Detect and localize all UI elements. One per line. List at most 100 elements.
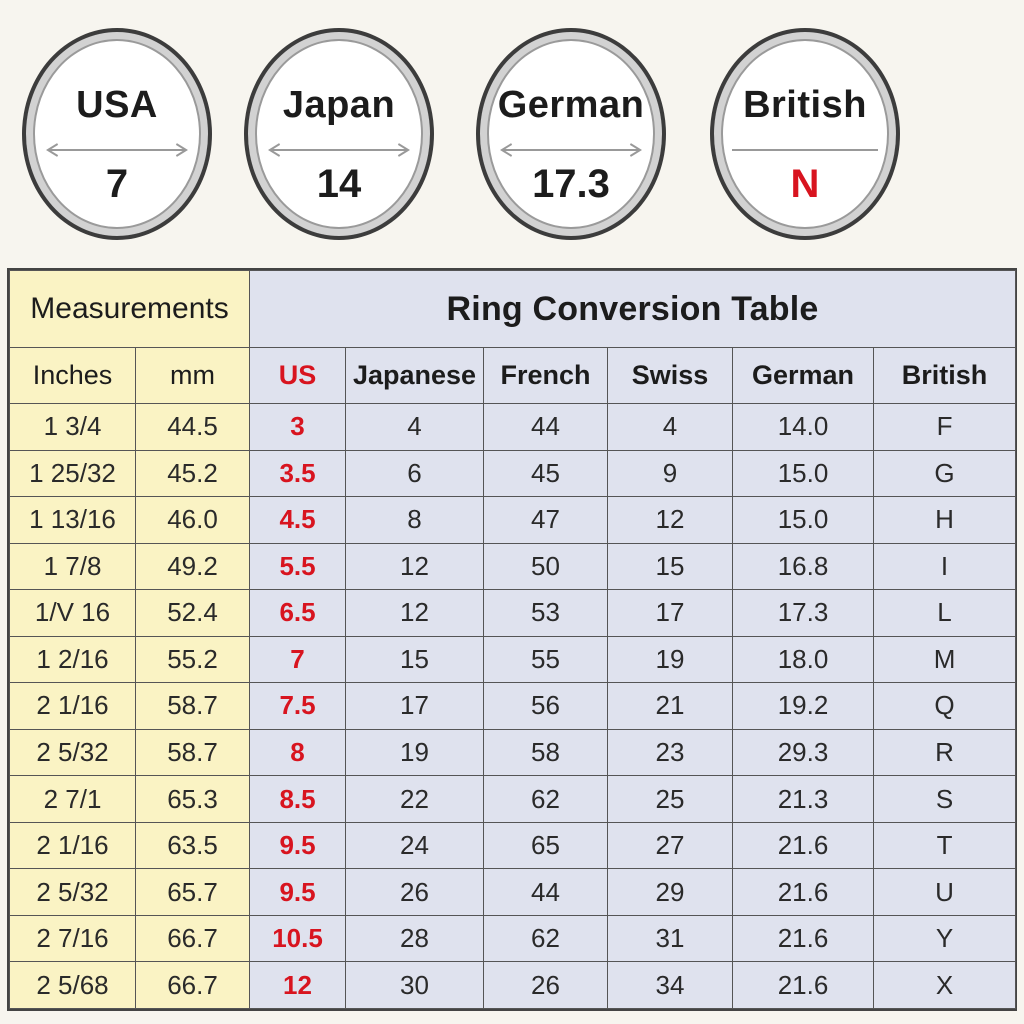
- inches-cell: 2 7/16: [9, 914, 136, 963]
- inches-cell: 2 1/16: [9, 821, 136, 870]
- japanese-size-cell: 17: [345, 682, 485, 730]
- table-row: 2 1/16 63.5 9.5 24 65 27 21.6 T: [9, 821, 1017, 870]
- us-size-cell: 3.5: [249, 449, 347, 498]
- swiss-size-cell: 12: [607, 496, 734, 544]
- usa-size-circle: USA 7: [22, 28, 212, 240]
- japanese-size-cell: 28: [345, 914, 485, 963]
- british-size-cell: G: [873, 449, 1017, 498]
- double-arrow-icon: [498, 142, 644, 158]
- col-german-header: German: [732, 347, 875, 404]
- us-size-cell: 10.5: [249, 914, 347, 963]
- british-size-cell: U: [873, 868, 1017, 916]
- swiss-size-cell: 17: [607, 589, 734, 637]
- table-row: 1 3/4 44.5 3 4 44 4 14.0 F: [9, 403, 1017, 451]
- col-swiss-header: Swiss: [607, 347, 734, 404]
- mm-cell: 44.5: [134, 403, 251, 451]
- swiss-size-cell: 25: [607, 775, 734, 823]
- german-size-cell: 21.6: [732, 914, 875, 963]
- table-row: 2 7/16 66.7 10.5 28 62 31 21.6 Y: [9, 914, 1017, 963]
- german-size-circle: German 17.3: [476, 28, 666, 240]
- mm-cell: 52.4: [134, 589, 251, 637]
- us-size-cell: 7.5: [249, 682, 347, 730]
- swiss-size-cell: 9: [607, 449, 734, 498]
- mm-cell: 65.7: [134, 868, 251, 916]
- us-size-cell: 4.5: [249, 496, 347, 544]
- inches-cell: 2 7/1: [9, 775, 136, 823]
- german-size-cell: 17.3: [732, 589, 875, 637]
- british-size-cell: T: [873, 821, 1017, 870]
- mm-cell: 58.7: [134, 682, 251, 730]
- japanese-size-cell: 4: [345, 403, 485, 451]
- swiss-size-cell: 29: [607, 868, 734, 916]
- inches-cell: 1/V 16: [9, 589, 136, 637]
- col-mm-header: mm: [134, 347, 251, 404]
- french-size-cell: 62: [483, 914, 609, 963]
- japanese-size-cell: 12: [345, 589, 485, 637]
- japanese-size-cell: 24: [345, 821, 485, 870]
- german-size-cell: 29.3: [732, 728, 875, 777]
- divider-line: [732, 142, 878, 158]
- japanese-size-cell: 12: [345, 542, 485, 591]
- col-british-header: British: [873, 347, 1017, 404]
- german-size-cell: 21.6: [732, 821, 875, 870]
- german-size-cell: 15.0: [732, 449, 875, 498]
- double-arrow-icon: [44, 142, 190, 158]
- swiss-size-cell: 15: [607, 542, 734, 591]
- mm-cell: 46.0: [134, 496, 251, 544]
- french-size-cell: 58: [483, 728, 609, 777]
- inches-cell: 1 7/8: [9, 542, 136, 591]
- swiss-size-cell: 27: [607, 821, 734, 870]
- table-row: 2 5/32 58.7 8 19 58 23 29.3 R: [9, 728, 1017, 777]
- british-size-cell: H: [873, 496, 1017, 544]
- british-size-circle: British N: [710, 28, 900, 240]
- japanese-size-cell: 22: [345, 775, 485, 823]
- french-size-cell: 44: [483, 868, 609, 916]
- french-size-cell: 62: [483, 775, 609, 823]
- table-row: 1 7/8 49.2 5.5 12 50 15 16.8 I: [9, 542, 1017, 591]
- circle-label: British: [743, 84, 867, 126]
- swiss-size-cell: 23: [607, 728, 734, 777]
- german-size-cell: 18.0: [732, 635, 875, 684]
- table-row: 2 7/1 65.3 8.5 22 62 25 21.3 S: [9, 775, 1017, 823]
- swiss-size-cell: 34: [607, 961, 734, 1009]
- us-size-cell: 5.5: [249, 542, 347, 591]
- us-size-cell: 7: [249, 635, 347, 684]
- inches-cell: 1 25/32: [9, 449, 136, 498]
- table-title: Ring Conversion Table: [249, 270, 1017, 348]
- circle-label: German: [497, 84, 645, 126]
- inches-cell: 1 13/16: [9, 496, 136, 544]
- swiss-size-cell: 21: [607, 682, 734, 730]
- us-size-cell: 9.5: [249, 868, 347, 916]
- japanese-size-cell: 19: [345, 728, 485, 777]
- us-size-cell: 6.5: [249, 589, 347, 637]
- british-size-cell: R: [873, 728, 1017, 777]
- french-size-cell: 45: [483, 449, 609, 498]
- circle-value: N: [790, 162, 820, 206]
- french-size-cell: 53: [483, 589, 609, 637]
- mm-cell: 66.7: [134, 914, 251, 963]
- inches-cell: 2 5/68: [9, 961, 136, 1009]
- swiss-size-cell: 19: [607, 635, 734, 684]
- column-header-row: Inches mm US Japanese French Swiss German Briti…: [9, 347, 1017, 404]
- british-size-cell: I: [873, 542, 1017, 591]
- circle-value: 17.3: [532, 162, 610, 206]
- japanese-size-cell: 15: [345, 635, 485, 684]
- circle-value: 14: [316, 162, 362, 206]
- table-row: 1 2/16 55.2 7 15 55 19 18.0 M: [9, 635, 1017, 684]
- us-size-cell: 9.5: [249, 821, 347, 870]
- table-body: 1 3/4 44.5 3 4 44 4 14.0 F 1 25/32 45.2 3.5 6 45 9 15.…: [9, 403, 1017, 1009]
- table-row: 1 25/32 45.2 3.5 6 45 9 15.0 G: [9, 449, 1017, 498]
- french-size-cell: 26: [483, 961, 609, 1009]
- col-us-header: US: [249, 347, 347, 404]
- size-circles: USA 7 Japan 14 German 17.3 British N: [0, 0, 1024, 260]
- mm-cell: 49.2: [134, 542, 251, 591]
- mm-cell: 63.5: [134, 821, 251, 870]
- french-size-cell: 56: [483, 682, 609, 730]
- british-size-cell: Q: [873, 682, 1017, 730]
- japanese-size-cell: 8: [345, 496, 485, 544]
- mm-cell: 66.7: [134, 961, 251, 1009]
- french-size-cell: 44: [483, 403, 609, 451]
- french-size-cell: 50: [483, 542, 609, 591]
- mm-cell: 65.3: [134, 775, 251, 823]
- british-size-cell: M: [873, 635, 1017, 684]
